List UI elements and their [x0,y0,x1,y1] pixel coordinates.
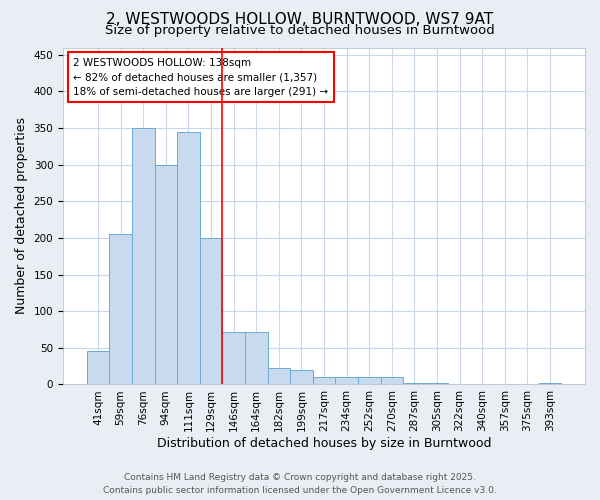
Bar [200,238,223,384]
Bar [358,377,380,384]
Bar [539,383,561,384]
Bar [223,332,245,384]
Bar [335,377,358,384]
X-axis label: Distribution of detached houses by size in Burntwood: Distribution of detached houses by size … [157,437,491,450]
Bar [245,332,268,384]
Bar [177,132,200,384]
Bar [313,377,335,384]
Text: 2, WESTWOODS HOLLOW, BURNTWOOD, WS7 9AT: 2, WESTWOODS HOLLOW, BURNTWOOD, WS7 9AT [106,12,494,28]
Bar [380,377,403,384]
Bar [87,352,109,384]
Bar [425,383,448,384]
Bar [132,128,155,384]
Text: 2 WESTWOODS HOLLOW: 138sqm
← 82% of detached houses are smaller (1,357)
18% of s: 2 WESTWOODS HOLLOW: 138sqm ← 82% of deta… [73,58,329,97]
Bar [403,383,425,384]
Bar [155,164,177,384]
Bar [109,234,132,384]
Bar [268,368,290,384]
Text: Contains HM Land Registry data © Crown copyright and database right 2025.
Contai: Contains HM Land Registry data © Crown c… [103,474,497,495]
Text: Size of property relative to detached houses in Burntwood: Size of property relative to detached ho… [105,24,495,37]
Y-axis label: Number of detached properties: Number of detached properties [15,118,28,314]
Bar [290,370,313,384]
